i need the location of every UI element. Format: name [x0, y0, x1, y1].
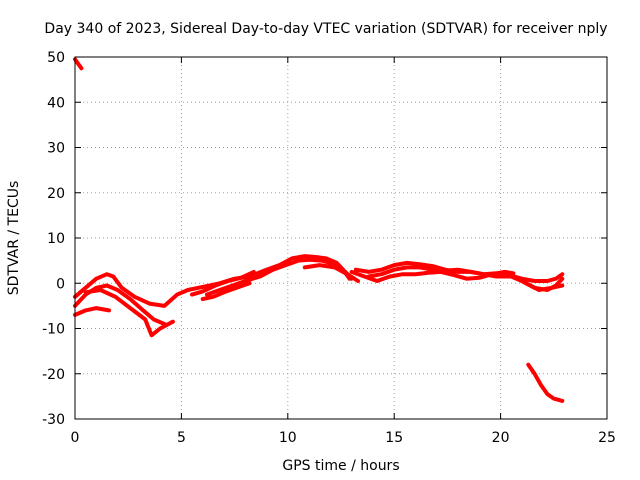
- x-tick-label: 20: [492, 430, 510, 446]
- series-late-drop: [526, 362, 565, 403]
- x-tick-label: 0: [71, 430, 80, 446]
- series-arc-g: [200, 281, 252, 302]
- x-tick-label: 25: [598, 430, 616, 446]
- x-axis-label: GPS time / hours: [282, 458, 399, 474]
- y-tick-label: -20: [42, 367, 65, 383]
- series-group: [73, 57, 565, 403]
- series-arc-k: [366, 265, 565, 283]
- y-tick-label: 0: [56, 276, 65, 292]
- series-arc-d: [83, 288, 175, 338]
- y-tick-label: -10: [42, 322, 65, 338]
- series-arc-h: [302, 263, 360, 283]
- y-tick-labels: -30 -20 -10 0 10 20 30 40 50: [42, 50, 65, 428]
- y-axis-label: SDTVAR / TECUs: [6, 181, 22, 296]
- y-tick-label: 50: [47, 50, 65, 66]
- y-tick-label: -30: [42, 412, 65, 428]
- y-tick-label: 30: [47, 141, 65, 157]
- ticks: [74, 56, 608, 420]
- series-early-high: [73, 57, 84, 71]
- x-tick-label: 5: [177, 430, 186, 446]
- series-arc-e: [204, 257, 354, 297]
- chart-title: Day 340 of 2023, Sidereal Day-to-day VTE…: [44, 21, 607, 37]
- series-arc-f: [190, 269, 256, 297]
- x-tick-label: 15: [385, 430, 403, 446]
- y-tick-label: 20: [47, 186, 65, 202]
- series-arc-a: [73, 254, 352, 308]
- x-tick-labels: 0 5 10 15 20 25: [71, 430, 616, 446]
- series-arc-l: [511, 274, 565, 292]
- series-arc-c: [73, 306, 111, 317]
- y-tick-label: 10: [47, 231, 65, 247]
- y-tick-label: 40: [47, 95, 65, 111]
- x-tick-label: 10: [279, 430, 297, 446]
